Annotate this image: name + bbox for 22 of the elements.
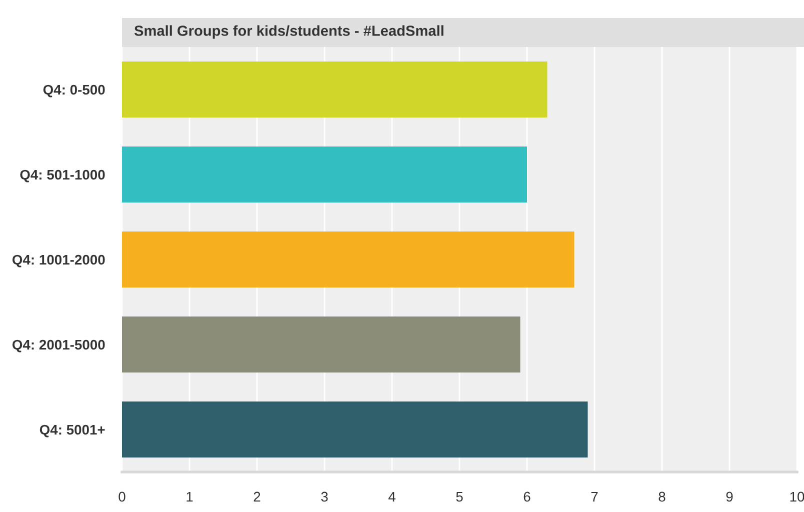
y-tick-label: Q4: 501-1000 bbox=[20, 170, 105, 182]
y-tick-label: Q4: 0-500 bbox=[43, 84, 105, 98]
x-tick-label: 8 bbox=[658, 492, 666, 502]
bar bbox=[122, 61, 548, 118]
bar bbox=[122, 231, 574, 288]
y-tick-label: Q4: 1001-2000 bbox=[12, 254, 105, 268]
x-tick-label: 7 bbox=[591, 492, 598, 502]
y-tick-label: Q4: 2001-5000 bbox=[12, 340, 105, 352]
x-tick-label: 6 bbox=[524, 492, 530, 502]
y-tick-label: Q4: 5001+ bbox=[40, 424, 105, 438]
x-tick-label: 10 bbox=[790, 492, 804, 502]
x-tick-label: 1 bbox=[186, 492, 193, 502]
x-tick-label: 4 bbox=[388, 492, 396, 502]
x-tick-label: 9 bbox=[726, 492, 733, 502]
chart-title: Small Groups for kids/students - #LeadSmall bbox=[134, 25, 444, 39]
x-tick-label: 0 bbox=[118, 492, 126, 502]
bar bbox=[122, 401, 588, 458]
x-tick-label: 5 bbox=[456, 492, 463, 502]
x-tick-label: 2 bbox=[254, 492, 260, 502]
x-tick-label: 3 bbox=[321, 492, 328, 502]
bar bbox=[122, 146, 527, 203]
bar bbox=[122, 316, 520, 373]
